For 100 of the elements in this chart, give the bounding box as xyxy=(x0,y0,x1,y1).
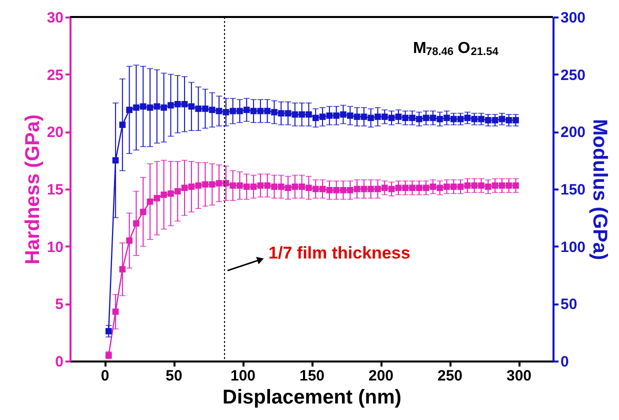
point xyxy=(464,114,471,122)
point xyxy=(492,182,498,189)
point xyxy=(236,182,243,189)
point xyxy=(126,106,133,114)
point xyxy=(354,186,360,192)
point xyxy=(471,116,478,122)
y2-tick-label: 300 xyxy=(560,10,586,26)
point xyxy=(112,308,119,315)
point xyxy=(388,114,395,122)
point xyxy=(284,184,292,192)
point xyxy=(450,184,457,190)
point xyxy=(133,220,140,227)
point xyxy=(360,114,368,120)
y2-tick-label: 0 xyxy=(560,354,569,370)
point xyxy=(333,112,340,119)
point xyxy=(146,104,154,111)
point xyxy=(457,184,464,190)
y-tick-label: 10 xyxy=(46,238,64,256)
point xyxy=(498,182,506,189)
point xyxy=(430,184,436,190)
point xyxy=(333,186,340,194)
point xyxy=(498,116,506,122)
point xyxy=(230,108,236,114)
point xyxy=(140,103,146,110)
point xyxy=(471,182,478,189)
point xyxy=(422,114,430,122)
y2-tick-label: 250 xyxy=(560,66,586,84)
point xyxy=(512,117,519,124)
point xyxy=(312,186,319,192)
point xyxy=(243,184,250,190)
point xyxy=(222,109,230,116)
y-tick-label: 30 xyxy=(46,10,64,26)
point xyxy=(278,110,284,116)
point xyxy=(140,208,146,216)
point xyxy=(436,184,444,192)
point xyxy=(160,104,168,111)
point xyxy=(506,182,512,189)
point xyxy=(188,184,195,190)
point xyxy=(306,184,312,192)
point xyxy=(354,114,360,120)
point xyxy=(478,182,484,189)
point xyxy=(484,184,492,190)
point xyxy=(340,111,346,118)
point xyxy=(326,186,333,194)
point xyxy=(202,106,208,112)
x-tick-label: 100 xyxy=(230,368,256,384)
point xyxy=(271,109,278,116)
y-tick-label: 5 xyxy=(55,296,64,314)
point xyxy=(105,328,112,334)
point xyxy=(416,116,422,122)
point xyxy=(119,266,126,272)
y-tick-label: 25 xyxy=(46,66,64,84)
point xyxy=(422,184,430,192)
point xyxy=(202,181,208,188)
point xyxy=(292,184,298,190)
point xyxy=(360,186,368,192)
point xyxy=(257,182,264,189)
point xyxy=(374,186,381,192)
point xyxy=(506,117,512,124)
y-tick-label: 0 xyxy=(55,354,64,370)
point xyxy=(250,184,257,190)
point xyxy=(298,184,306,190)
point xyxy=(195,182,202,189)
point xyxy=(181,184,188,192)
y2-tick-label: 200 xyxy=(560,124,586,142)
y-tick-label: 20 xyxy=(46,124,64,142)
point xyxy=(208,106,216,114)
y2-tick-label: 100 xyxy=(560,238,586,256)
point xyxy=(188,103,195,110)
point xyxy=(154,195,160,202)
point xyxy=(319,186,326,192)
point xyxy=(346,112,354,119)
point xyxy=(195,106,202,112)
point xyxy=(174,188,181,194)
point xyxy=(436,116,444,122)
point xyxy=(464,182,471,189)
point xyxy=(492,117,498,124)
point xyxy=(395,184,402,192)
y2-axis-title: Modulus (GPa) xyxy=(588,118,611,260)
point xyxy=(216,108,222,114)
point xyxy=(168,102,174,108)
point xyxy=(133,104,140,111)
point xyxy=(478,116,484,122)
point xyxy=(250,108,257,114)
y2-tick-label: 50 xyxy=(560,296,578,314)
point xyxy=(381,184,388,192)
point xyxy=(119,122,126,128)
point xyxy=(368,114,374,122)
point xyxy=(146,198,154,205)
point xyxy=(409,184,416,192)
point xyxy=(292,111,298,118)
y-tick-label: 15 xyxy=(46,182,64,198)
point xyxy=(368,186,374,192)
point xyxy=(430,114,436,122)
point xyxy=(444,184,450,190)
point xyxy=(409,114,416,122)
x-tick-label: 200 xyxy=(368,368,394,384)
point xyxy=(236,108,243,114)
point xyxy=(484,117,492,124)
x-tick-label: 150 xyxy=(299,368,325,384)
